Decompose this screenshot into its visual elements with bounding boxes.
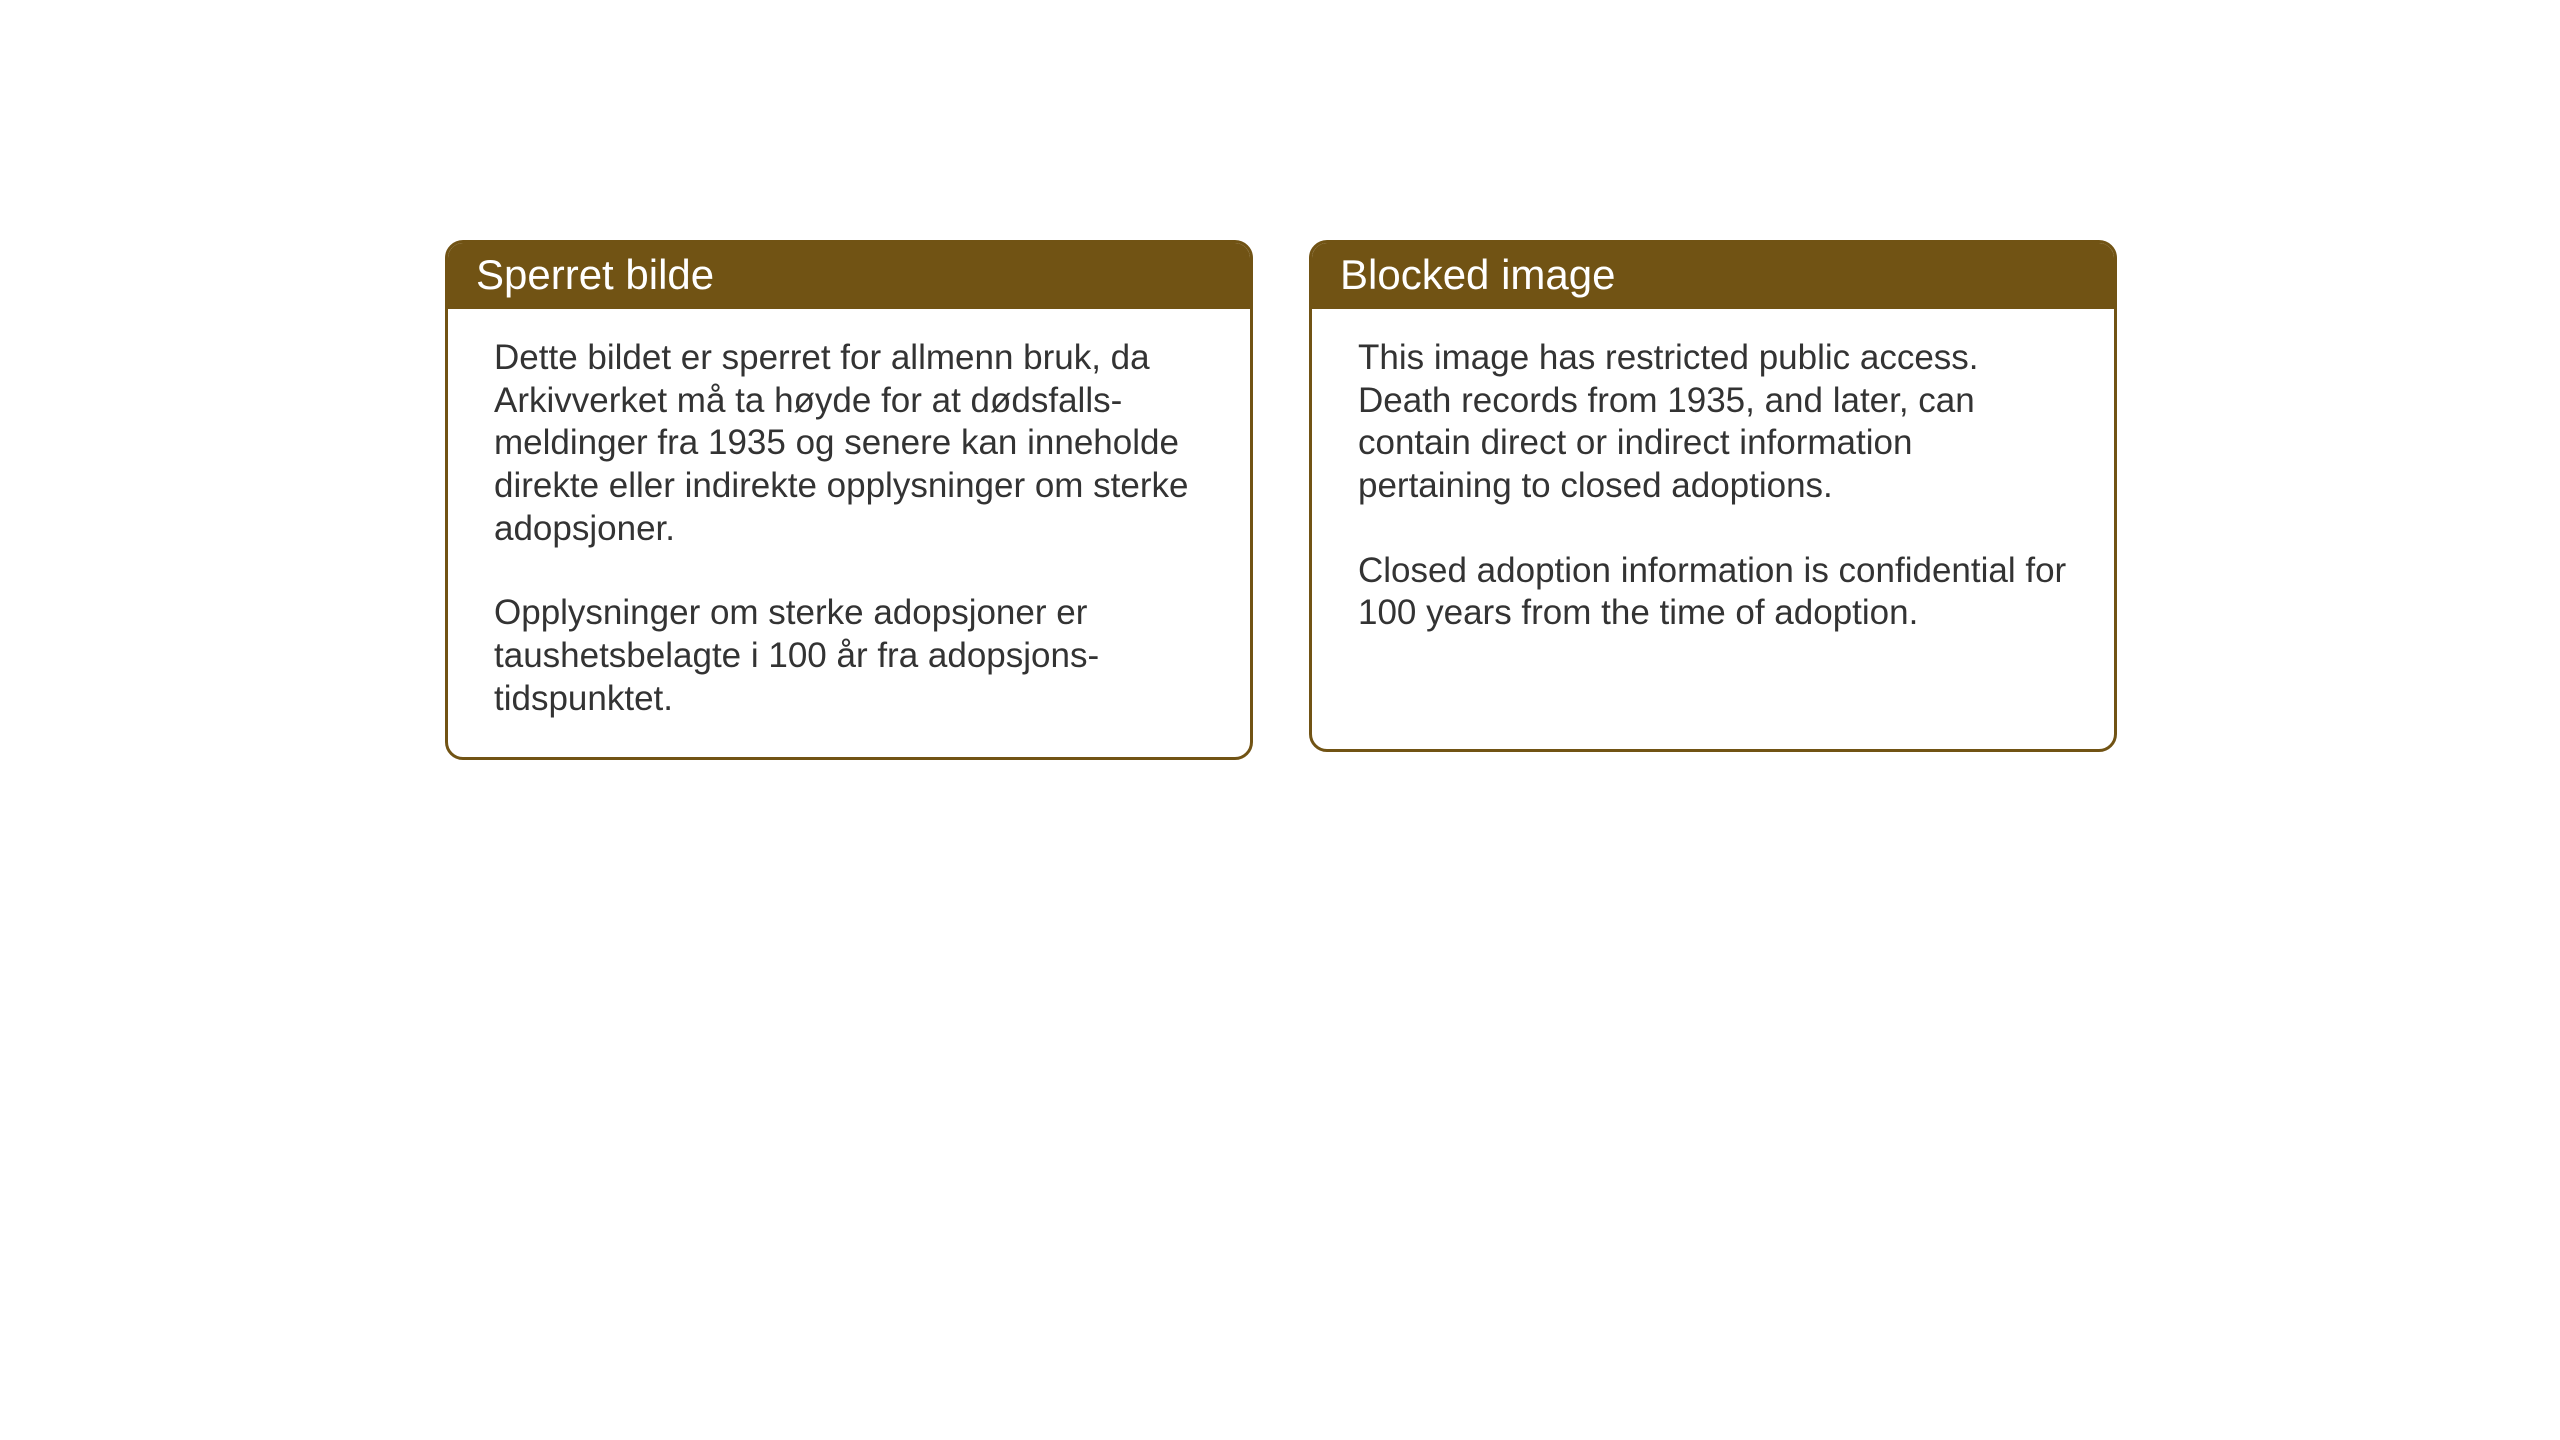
notice-paragraph-1-norwegian: Dette bildet er sperret for allmenn bruk… bbox=[494, 337, 1204, 550]
notice-title-english: Blocked image bbox=[1340, 251, 1615, 298]
notice-title-norwegian: Sperret bilde bbox=[476, 251, 714, 298]
notice-container: Sperret bilde Dette bildet er sperret fo… bbox=[445, 240, 2117, 760]
notice-header-norwegian: Sperret bilde bbox=[448, 243, 1250, 309]
notice-paragraph-2-english: Closed adoption information is confident… bbox=[1358, 550, 2068, 635]
notice-paragraph-2-norwegian: Opplysninger om sterke adopsjoner er tau… bbox=[494, 592, 1204, 720]
notice-box-norwegian: Sperret bilde Dette bildet er sperret fo… bbox=[445, 240, 1253, 760]
notice-body-norwegian: Dette bildet er sperret for allmenn bruk… bbox=[448, 309, 1250, 757]
notice-header-english: Blocked image bbox=[1312, 243, 2114, 309]
notice-body-english: This image has restricted public access.… bbox=[1312, 309, 2114, 671]
notice-box-english: Blocked image This image has restricted … bbox=[1309, 240, 2117, 752]
notice-paragraph-1-english: This image has restricted public access.… bbox=[1358, 337, 2068, 508]
